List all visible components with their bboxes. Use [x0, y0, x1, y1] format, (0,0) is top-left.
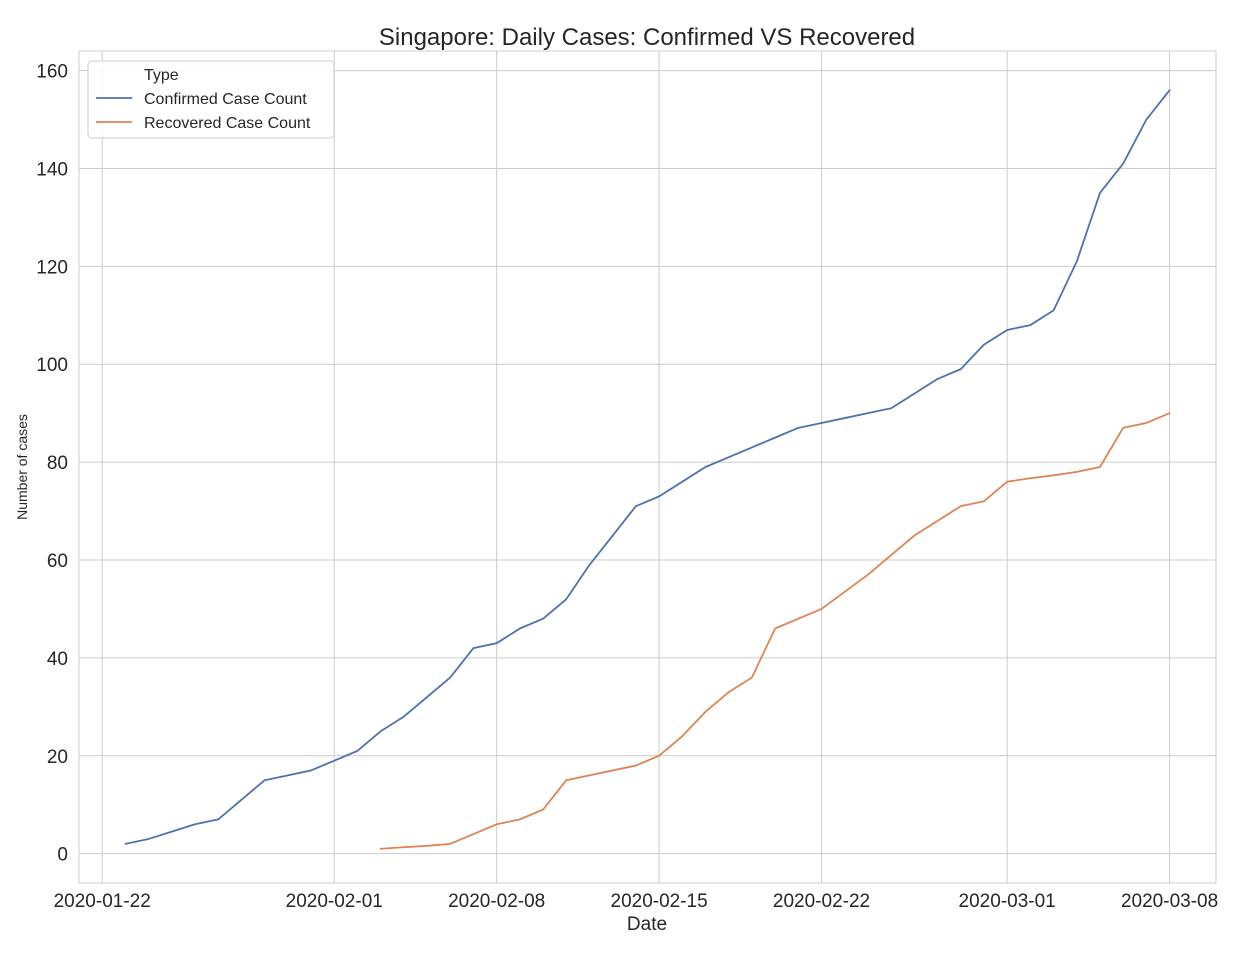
y-tick-label: 0 [57, 845, 68, 866]
x-tick-label: 2020-01-22 [54, 891, 151, 912]
series-line-confirmed [124, 89, 1171, 845]
x-tick-labels: 2020-01-22 2020-02-01 2020-02-08 2020-02-15… [54, 891, 1219, 912]
grid [79, 51, 1216, 883]
legend-label-confirmed: Confirmed Case Count [144, 91, 307, 108]
legend: Type Confirmed Case Count Recovered Case… [87, 60, 335, 139]
y-tick-label: 160 [36, 62, 68, 83]
plot-frame [78, 50, 1217, 884]
x-tick-label: 2020-03-08 [1121, 891, 1218, 912]
x-tick-label: 2020-02-08 [448, 891, 545, 912]
x-tick-label: 2020-02-01 [286, 891, 383, 912]
y-tick-label: 140 [36, 159, 68, 180]
y-tick-label: 60 [47, 551, 68, 572]
series-line-recovered [379, 412, 1171, 850]
y-tick-label: 100 [36, 355, 68, 376]
x-tick-label: 2020-03-01 [959, 891, 1056, 912]
y-tick-label: 40 [47, 649, 68, 670]
x-axis-label: Date [627, 914, 667, 935]
x-tick-label: 2020-02-15 [611, 891, 708, 912]
legend-title: Type [144, 67, 179, 84]
series-layer [124, 89, 1171, 850]
y-tick-label: 20 [47, 747, 68, 768]
y-tick-label: 120 [36, 257, 68, 278]
legend-box [87, 60, 335, 139]
y-tick-label: 80 [47, 453, 68, 474]
y-axis-label: Number of cases [14, 414, 30, 520]
y-tick-labels: 0 20 40 60 80 100 120 140 160 [36, 62, 68, 866]
x-tick-label: 2020-02-22 [773, 891, 870, 912]
legend-label-recovered: Recovered Case Count [144, 115, 311, 132]
chart-title: Singapore: Daily Cases: Confirmed VS Rec… [379, 24, 915, 51]
